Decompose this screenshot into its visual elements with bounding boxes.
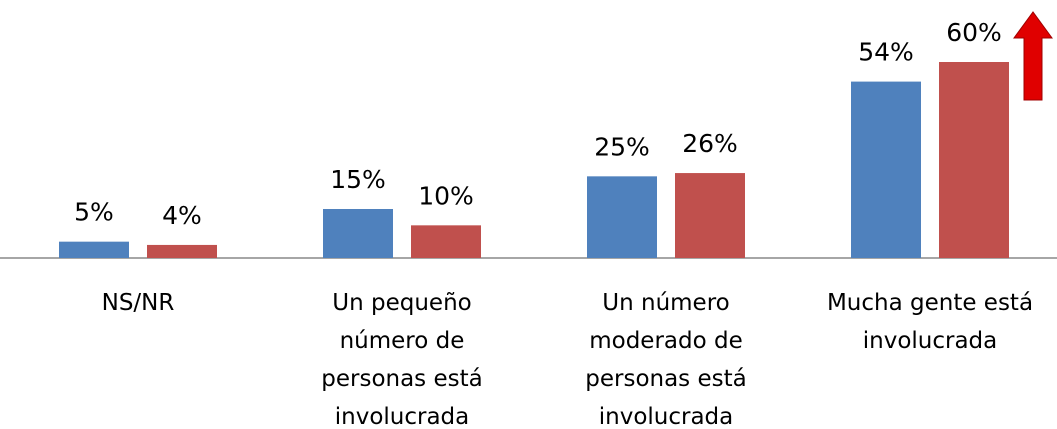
up-arrow [1013, 11, 1053, 101]
data-label: 4% [162, 201, 202, 230]
x-tick-label: Mucha gente está involucrada [826, 290, 1034, 354]
bar [587, 176, 657, 258]
data-label: 60% [946, 18, 1002, 47]
bar [59, 241, 129, 258]
bar [675, 173, 745, 258]
x-tick-label: Un pequeño número de personas está invol… [321, 290, 483, 429]
data-label: 5% [74, 198, 114, 227]
bar [147, 244, 217, 258]
x-tick-label: NS/NR [101, 290, 175, 316]
bar [939, 62, 1009, 258]
data-label: 54% [858, 38, 914, 67]
bar [411, 225, 481, 258]
x-tick-label: Un número moderado de personas está invo… [585, 290, 747, 429]
data-label: 10% [418, 181, 474, 210]
bar [323, 209, 393, 258]
data-label: 15% [330, 165, 386, 194]
data-label: 26% [682, 129, 738, 158]
data-label: 25% [594, 132, 650, 161]
bar [851, 81, 921, 258]
